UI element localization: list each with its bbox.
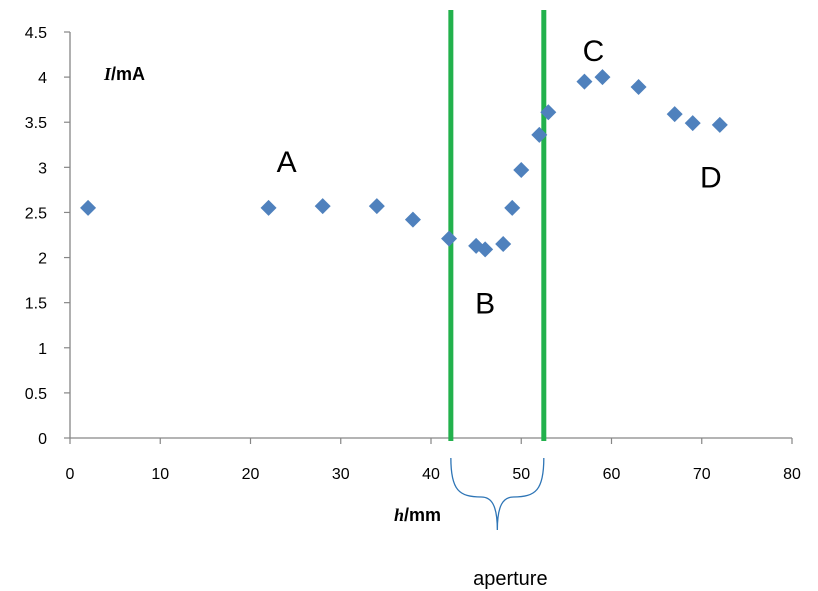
y-tick-group: 0 0.5 1 1.5 2 2.5 3 3.5 4 4.5 <box>25 25 70 448</box>
aperture-brace <box>450 457 545 531</box>
x-axis-unit: /mm <box>404 505 441 525</box>
axes: 0 10 20 30 40 50 60 70 80 0 0.5 1 1.5 2 2.5 3 3.5 4 4.5 <box>25 25 801 483</box>
data-point <box>368 198 385 215</box>
x-tick-label: 30 <box>332 466 350 483</box>
data-point <box>531 126 548 143</box>
x-tick-group: 0 10 20 30 40 50 60 70 80 <box>66 438 801 483</box>
y-axis-unit: /mA <box>111 64 145 84</box>
y-tick-label: 4 <box>38 70 47 87</box>
y-tick-label: 0 <box>38 431 47 448</box>
data-point <box>477 241 494 258</box>
y-tick-label: 2 <box>38 251 47 268</box>
point-label-b: B <box>475 288 495 321</box>
x-axis-variable: h <box>394 505 404 525</box>
x-tick-label: 20 <box>242 466 260 483</box>
point-label-c: C <box>583 35 605 68</box>
x-tick-label: 80 <box>783 466 801 483</box>
point-label-d: D <box>700 161 722 194</box>
point-annotations: A B C D <box>277 35 722 321</box>
y-tick-label: 1.5 <box>25 296 47 313</box>
y-tick-label: 1 <box>38 341 47 358</box>
data-point <box>630 79 647 96</box>
y-tick-label: 4.5 <box>25 25 47 42</box>
data-point <box>495 236 512 253</box>
data-points <box>80 69 728 258</box>
y-tick-label: 2.5 <box>25 205 47 222</box>
aperture-lines <box>448 10 547 441</box>
x-tick-label: 10 <box>151 466 169 483</box>
y-axis-variable: I <box>103 64 112 84</box>
x-tick-label: 50 <box>512 466 530 483</box>
data-point <box>404 211 421 228</box>
y-tick-label: 3 <box>38 160 47 177</box>
x-tick-label: 60 <box>603 466 621 483</box>
data-point <box>594 69 611 86</box>
data-point <box>260 199 277 216</box>
data-point <box>576 73 593 90</box>
data-point <box>504 199 521 216</box>
data-point <box>711 116 728 133</box>
x-tick-label: 0 <box>66 466 75 483</box>
data-point <box>666 106 683 123</box>
data-point <box>513 162 530 179</box>
y-tick-label: 0.5 <box>25 386 47 403</box>
data-point <box>540 104 557 121</box>
y-axis-title: I/mA <box>103 64 145 84</box>
point-label-a: A <box>277 146 297 179</box>
x-tick-label: 70 <box>693 466 711 483</box>
data-point <box>314 198 331 215</box>
data-point <box>80 199 97 216</box>
data-point <box>441 230 458 247</box>
aperture-label: aperture <box>473 568 548 590</box>
x-axis-title: h/mm <box>394 505 441 525</box>
y-tick-label: 3.5 <box>25 115 47 132</box>
x-tick-label: 40 <box>422 466 440 483</box>
data-point <box>684 115 701 132</box>
